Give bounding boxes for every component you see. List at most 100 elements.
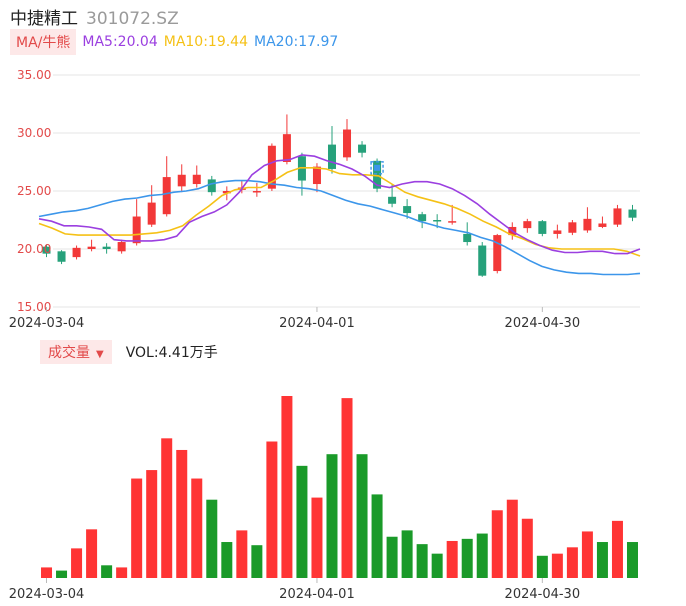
volume-bar[interactable] bbox=[56, 570, 68, 578]
candlestick[interactable] bbox=[72, 245, 81, 260]
candle-body bbox=[192, 174, 201, 185]
volume-bar[interactable] bbox=[521, 518, 533, 578]
volume-indicator-selector[interactable]: 成交量 ▼ bbox=[40, 340, 112, 364]
candle-body bbox=[252, 191, 261, 193]
candlestick[interactable] bbox=[282, 114, 291, 165]
candlestick[interactable] bbox=[162, 156, 171, 217]
candlestick[interactable] bbox=[358, 141, 367, 158]
volume-x-tick-label: 2024-03-04 bbox=[9, 587, 85, 602]
candlestick[interactable] bbox=[598, 216, 607, 229]
selection-marker-icon[interactable] bbox=[370, 161, 384, 175]
volume-bar[interactable] bbox=[491, 510, 503, 578]
volume-bar[interactable] bbox=[386, 536, 398, 578]
candle-body bbox=[282, 134, 291, 162]
candlestick[interactable] bbox=[418, 211, 427, 229]
volume-bar[interactable] bbox=[236, 530, 248, 578]
volume-bar[interactable] bbox=[446, 540, 458, 578]
candlestick[interactable] bbox=[343, 119, 352, 161]
price-y-tick-label: 20.00 bbox=[17, 242, 51, 256]
candlestick[interactable] bbox=[583, 207, 592, 233]
volume-bar[interactable] bbox=[101, 565, 113, 578]
price-y-tick-label: 25.00 bbox=[17, 184, 51, 198]
candlestick[interactable] bbox=[448, 204, 457, 225]
candle-body bbox=[117, 242, 126, 252]
candlestick[interactable] bbox=[478, 242, 487, 277]
candle-body bbox=[493, 235, 502, 272]
volume-bar[interactable] bbox=[626, 542, 638, 578]
volume-bar[interactable] bbox=[71, 548, 83, 578]
volume-bar[interactable] bbox=[536, 555, 548, 578]
candle-body bbox=[478, 245, 487, 276]
volume-bar[interactable] bbox=[431, 553, 443, 578]
candlestick[interactable] bbox=[568, 220, 577, 236]
volume-bar[interactable] bbox=[41, 567, 53, 578]
candle-body bbox=[418, 214, 427, 222]
candlestick[interactable] bbox=[252, 182, 261, 197]
volume-bar[interactable] bbox=[146, 470, 158, 578]
candle-body bbox=[523, 221, 532, 229]
candlestick[interactable] bbox=[177, 164, 186, 193]
volume-bar[interactable] bbox=[161, 438, 173, 578]
volume-legend: 成交量 ▼ VOL:4.41万手 bbox=[40, 340, 218, 364]
ma-legend: MA/牛熊 MA5:20.04 MA10:19.44 MA20:17.97 bbox=[10, 29, 344, 55]
candle-body bbox=[102, 246, 111, 249]
volume-bar-chart: 2024-03-04 2024-04-01 2024-04-30 bbox=[9, 396, 638, 602]
candlestick[interactable] bbox=[117, 239, 126, 254]
volume-bar[interactable] bbox=[251, 545, 263, 578]
candlestick[interactable] bbox=[463, 222, 472, 246]
candlestick[interactable] bbox=[538, 220, 547, 237]
volume-bar[interactable] bbox=[371, 494, 383, 578]
candle-body bbox=[463, 233, 472, 243]
candlestick[interactable] bbox=[297, 152, 306, 196]
volume-bar[interactable] bbox=[281, 396, 293, 578]
candlestick[interactable] bbox=[628, 204, 637, 222]
dropdown-triangle-icon: ▼ bbox=[96, 349, 104, 360]
volume-bar[interactable] bbox=[476, 533, 488, 578]
candlestick[interactable] bbox=[267, 143, 276, 191]
candlestick[interactable] bbox=[42, 244, 51, 258]
candlestick[interactable] bbox=[553, 224, 562, 239]
volume-bar[interactable] bbox=[176, 449, 188, 578]
volume-bar[interactable] bbox=[311, 497, 323, 578]
volume-bar[interactable] bbox=[341, 398, 353, 578]
volume-bar[interactable] bbox=[401, 530, 413, 578]
candlestick[interactable] bbox=[493, 233, 502, 274]
price-candlestick-chart[interactable]: 35.00 30.00 25.00 20.00 15.00 2024-03-04 2024-… bbox=[0, 0, 686, 340]
volume-bar[interactable] bbox=[461, 538, 473, 578]
candlestick[interactable] bbox=[192, 165, 201, 188]
candle-body bbox=[598, 223, 607, 227]
candle-body bbox=[433, 220, 442, 222]
candlestick[interactable] bbox=[207, 175, 216, 196]
candlestick[interactable] bbox=[147, 185, 156, 227]
volume-bar[interactable] bbox=[191, 478, 203, 578]
volume-bar[interactable] bbox=[356, 454, 368, 578]
volume-bar[interactable] bbox=[206, 499, 218, 578]
volume-bar[interactable] bbox=[416, 544, 428, 578]
volume-bar[interactable] bbox=[566, 547, 578, 578]
candlestick[interactable] bbox=[403, 199, 412, 219]
candle-body bbox=[343, 129, 352, 158]
volume-bar[interactable] bbox=[116, 567, 128, 578]
candlestick[interactable] bbox=[132, 199, 141, 246]
volume-bar[interactable] bbox=[326, 454, 338, 578]
candlestick[interactable] bbox=[57, 250, 66, 265]
candle-body bbox=[222, 191, 231, 194]
candlestick[interactable] bbox=[327, 126, 336, 174]
volume-bar[interactable] bbox=[296, 465, 308, 578]
volume-bar[interactable] bbox=[266, 441, 278, 579]
volume-bar[interactable] bbox=[506, 499, 518, 578]
price-x-tick-label: 2024-04-01 bbox=[279, 316, 355, 331]
volume-bar[interactable] bbox=[551, 553, 563, 578]
candlestick[interactable] bbox=[613, 204, 622, 227]
volume-bar[interactable] bbox=[581, 531, 593, 578]
volume-bar[interactable] bbox=[221, 542, 233, 578]
candlestick[interactable] bbox=[102, 243, 111, 254]
volume-bar[interactable] bbox=[596, 542, 608, 578]
candlestick[interactable] bbox=[388, 184, 397, 208]
candlestick[interactable] bbox=[87, 239, 96, 252]
volume-bar[interactable] bbox=[131, 478, 143, 578]
ma-indicator-selector[interactable]: MA/牛熊 bbox=[10, 29, 77, 55]
candlestick[interactable] bbox=[523, 218, 532, 233]
volume-bar[interactable] bbox=[86, 529, 98, 578]
volume-bar[interactable] bbox=[611, 520, 623, 578]
